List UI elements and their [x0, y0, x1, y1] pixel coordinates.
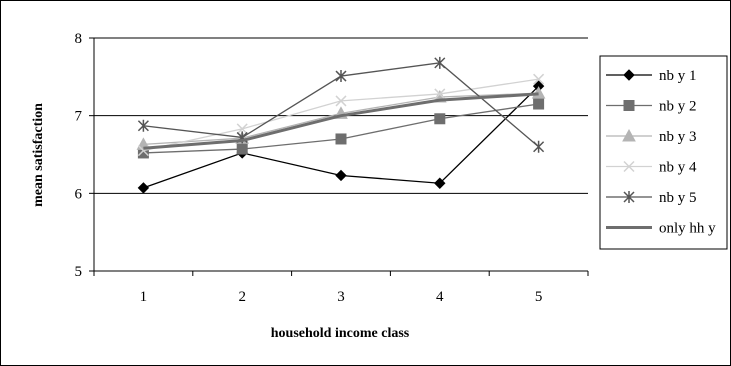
legend-item-5: nb y 5 — [606, 190, 697, 206]
x-tick-label: 3 — [337, 289, 345, 305]
data-point — [137, 119, 149, 132]
data-point — [335, 70, 347, 83]
series-1 — [137, 80, 545, 194]
y-tick-label: 7 — [75, 109, 83, 125]
data-point — [533, 140, 545, 153]
y-tick-label: 5 — [75, 264, 83, 280]
legend-item-2: nb y 2 — [606, 99, 697, 115]
series-2 — [137, 98, 545, 159]
data-point — [335, 133, 347, 145]
x-tick-label: 4 — [436, 289, 444, 305]
legend-label: nb y 2 — [659, 99, 697, 115]
x-tick-label: 5 — [535, 289, 543, 305]
legend-item-4: nb y 4 — [606, 160, 697, 176]
legend-marker — [623, 191, 635, 203]
series-layer — [136, 56, 546, 194]
data-point — [434, 177, 446, 189]
data-point — [533, 98, 545, 110]
data-point — [434, 88, 446, 100]
data-point — [236, 143, 248, 155]
legend-marker — [623, 69, 635, 81]
data-point — [531, 86, 546, 99]
x-tick-label: 1 — [140, 289, 148, 305]
legend-label: nb y 5 — [659, 190, 697, 206]
data-point — [434, 113, 446, 125]
data-point — [236, 123, 248, 135]
x-axis-title: household income class — [271, 326, 410, 341]
legend-marker — [622, 128, 636, 142]
y-tick-label: 6 — [75, 186, 83, 202]
tick-labels: 5 6 7 8 1 2 3 4 5 — [75, 31, 543, 305]
legend-marker — [623, 160, 635, 173]
legend-item-6: only hh y — [606, 221, 716, 237]
legend-label: nb y 1 — [659, 68, 697, 84]
series-line — [143, 92, 539, 150]
legend-label: nb y 3 — [659, 129, 697, 145]
series-6 — [143, 92, 539, 150]
data-point — [434, 56, 446, 69]
legend-items: nb y 1 nb y 2 nb y 3 nb y 4 nb y 5 only hh y — [606, 68, 716, 237]
data-point — [335, 169, 347, 182]
axes — [89, 37, 589, 276]
legend-label: nb y 4 — [659, 160, 697, 176]
legend-marker — [623, 100, 635, 111]
y-tick-label: 8 — [75, 31, 83, 47]
data-point — [335, 95, 347, 107]
legend-label: only hh y — [659, 221, 716, 237]
legend: nb y 1 nb y 2 nb y 3 nb y 4 nb y 5 only hh y — [599, 55, 728, 250]
series-4 — [137, 73, 545, 157]
y-axis-title: mean satisfaction — [31, 103, 46, 207]
legend-item-3: nb y 3 — [606, 128, 697, 145]
data-point — [533, 73, 545, 85]
data-point — [137, 182, 150, 194]
legend-box — [599, 55, 728, 250]
legend-item-1: nb y 1 — [606, 68, 697, 84]
x-tick-label: 2 — [238, 289, 246, 305]
